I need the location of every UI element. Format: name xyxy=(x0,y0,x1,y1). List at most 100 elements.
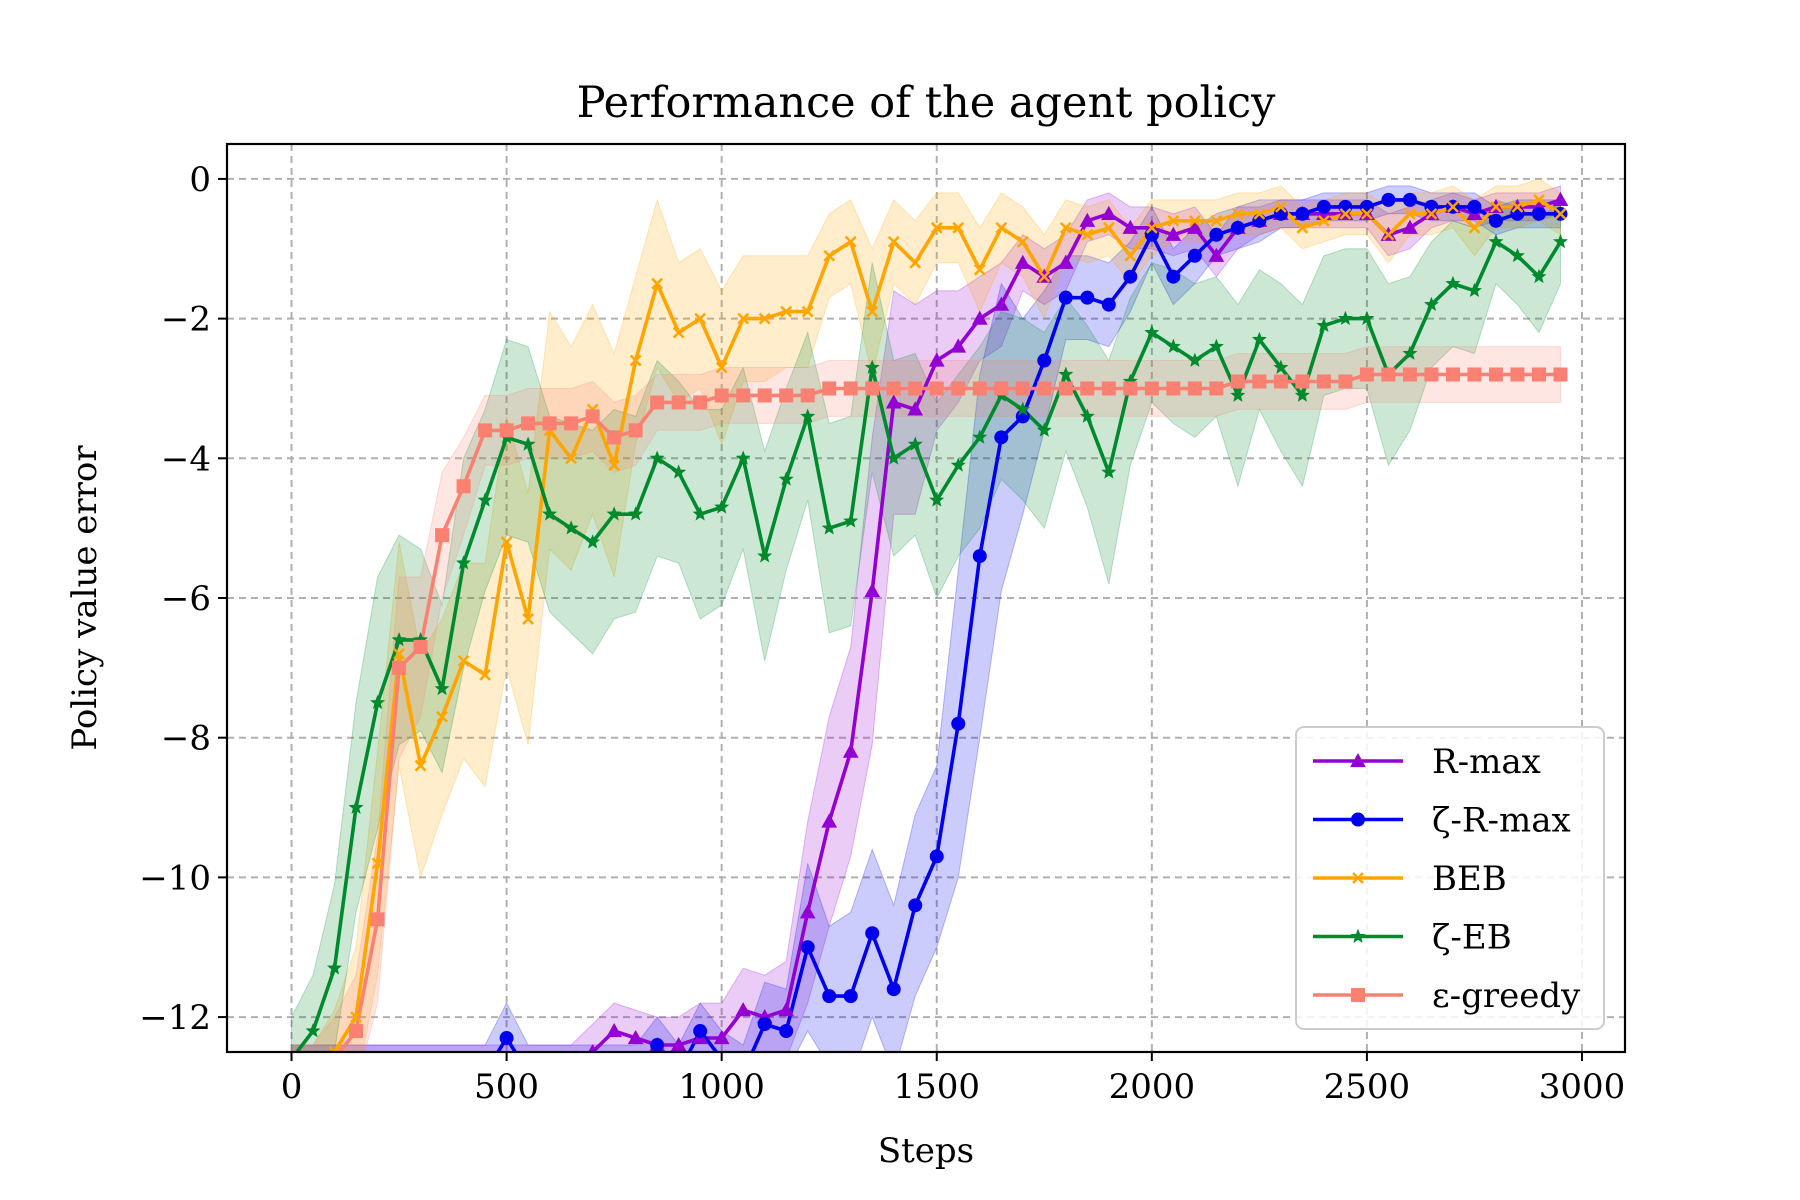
series-2-point xyxy=(1490,200,1502,213)
series-4-point xyxy=(542,416,557,431)
series-1-point xyxy=(1338,199,1353,214)
series-2-point xyxy=(1016,235,1029,248)
series-1-point xyxy=(994,430,1009,445)
series-0-point xyxy=(1122,219,1139,234)
series-4-point xyxy=(1187,381,1202,396)
y-axis-label: Policy value error xyxy=(65,445,105,751)
series-3-point xyxy=(1294,387,1310,402)
series-2-point xyxy=(1533,193,1545,206)
series-2-point xyxy=(393,647,405,660)
series-1-point xyxy=(1230,220,1245,235)
series-3-point xyxy=(1015,401,1031,416)
series-0-point xyxy=(864,582,881,598)
series-3-point xyxy=(1144,324,1160,339)
legend-label-2: BEB xyxy=(1432,859,1507,899)
series-4-point xyxy=(994,381,1009,396)
series-2-point xyxy=(1253,207,1266,220)
series-3-point xyxy=(972,429,988,444)
series-0-point xyxy=(778,1002,795,1017)
series-0-point xyxy=(1552,191,1569,206)
series-2-point xyxy=(414,759,427,772)
x-axis-ticks: 0 500 1000 1500 2000 2500 3000 xyxy=(281,1052,1626,1107)
y-tick-label: −8 xyxy=(161,719,211,759)
series-3-point xyxy=(348,799,364,814)
series-2-point xyxy=(1059,221,1072,234)
series-2-point xyxy=(1511,200,1524,213)
series-4-point xyxy=(1445,367,1460,382)
y-tick-label: −4 xyxy=(161,439,211,479)
chart-title: Performance of the agent policy xyxy=(577,78,1276,128)
series-3-point xyxy=(886,450,902,465)
series-3-point xyxy=(929,492,945,507)
series-3-point xyxy=(1552,233,1568,249)
series-2-point xyxy=(995,221,1008,234)
series-2-point xyxy=(1404,207,1416,220)
series-2-point xyxy=(1382,228,1395,241)
series-4-point xyxy=(478,423,493,438)
series-1-point xyxy=(499,1031,514,1046)
series-4-point xyxy=(585,409,600,424)
series-0-point xyxy=(907,401,924,416)
legend-marker-0 xyxy=(1350,752,1366,768)
series-3-point xyxy=(1251,331,1267,346)
legend-marker-4 xyxy=(1351,988,1365,1002)
series-4-point xyxy=(865,381,880,396)
series-4-point xyxy=(1209,381,1224,396)
series-0-point xyxy=(1208,247,1225,262)
series-3-point xyxy=(542,506,558,521)
series-3-point xyxy=(1337,310,1353,325)
series-3-point xyxy=(1402,345,1418,360)
series-3-point xyxy=(606,506,622,521)
series-0-point xyxy=(993,296,1010,311)
series-4-point xyxy=(1015,381,1030,396)
series-3-point xyxy=(778,471,794,486)
series-1-point xyxy=(1510,206,1525,221)
y-tick-label: −12 xyxy=(139,998,211,1038)
series-4-point xyxy=(521,416,536,431)
series-0-point xyxy=(1079,212,1096,227)
series-1-point xyxy=(972,549,987,564)
series-0-point xyxy=(735,1002,752,1017)
series-0-point xyxy=(1057,254,1074,269)
legend-label-3: ζ-EB xyxy=(1432,918,1512,958)
series-3-point xyxy=(714,499,730,514)
series-markers xyxy=(291,191,1569,1052)
series-0-point xyxy=(606,1023,622,1038)
series-0-point xyxy=(799,904,816,919)
series-1-point xyxy=(1488,213,1503,228)
legend-items: R-max ζ-R-max BEB ζ-EB ε-greedy xyxy=(1313,742,1581,1016)
series-1-point xyxy=(1252,213,1267,228)
legend-label-4: ε-greedy xyxy=(1432,976,1581,1016)
series-4-point xyxy=(1338,374,1353,389)
legend-label-0: R-max xyxy=(1432,742,1541,782)
series-4-point xyxy=(908,381,923,396)
series-2-point xyxy=(715,361,728,374)
series-2-point xyxy=(823,249,836,262)
series-4-point xyxy=(1080,381,1095,396)
series-1-point xyxy=(1359,199,1374,214)
series-2-point xyxy=(1210,214,1223,227)
series-4-point xyxy=(413,639,428,654)
series-4-point xyxy=(435,528,450,543)
series-4-point xyxy=(886,381,901,396)
series-3-point xyxy=(800,408,816,423)
legend-label-1: ζ-R-max xyxy=(1432,801,1571,841)
series-3-point xyxy=(671,464,687,479)
legend-marker-2 xyxy=(1352,872,1364,884)
x-tick-label: 3000 xyxy=(1539,1067,1626,1107)
series-1-point xyxy=(1187,248,1202,263)
series-1-point xyxy=(865,926,880,941)
series-3-point xyxy=(692,506,708,521)
series-2-point xyxy=(1231,207,1244,220)
series-3-point xyxy=(585,534,601,549)
series-0-point xyxy=(1186,219,1203,234)
series-1-point xyxy=(757,1017,772,1032)
series-2-point xyxy=(651,277,664,290)
series-2-point xyxy=(930,221,943,234)
series-4-point xyxy=(1467,367,1482,382)
series-3-point xyxy=(1445,275,1461,291)
series-0-point xyxy=(821,813,838,828)
series-2-point xyxy=(350,1011,362,1023)
series-1-point xyxy=(822,989,837,1004)
